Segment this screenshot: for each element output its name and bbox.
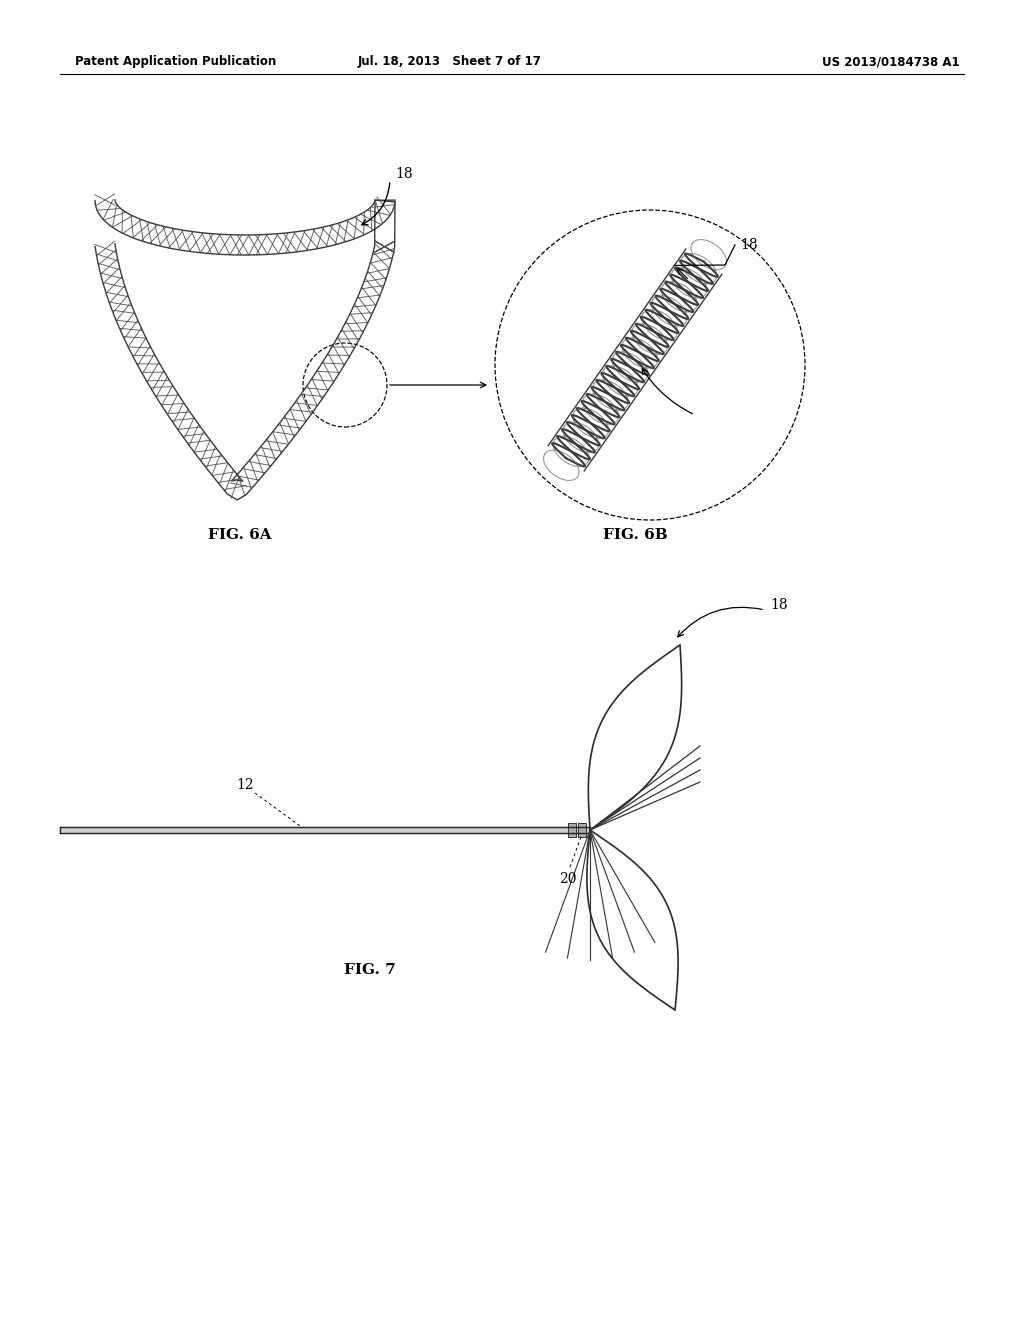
Text: Patent Application Publication: Patent Application Publication [75, 55, 276, 69]
Text: Jul. 18, 2013   Sheet 7 of 17: Jul. 18, 2013 Sheet 7 of 17 [358, 55, 542, 69]
Bar [578, 822, 586, 837]
Text: FIG. 6B: FIG. 6B [603, 528, 668, 543]
Text: 18: 18 [740, 238, 758, 252]
Text: 18: 18 [770, 598, 787, 612]
Text: FIG. 6A: FIG. 6A [208, 528, 271, 543]
Text: 18: 18 [395, 168, 413, 181]
Text: FIG. 7: FIG. 7 [344, 964, 396, 977]
Bar [568, 822, 575, 837]
Text: 12: 12 [237, 777, 254, 792]
Text: 20: 20 [559, 873, 577, 886]
Text: US 2013/0184738 A1: US 2013/0184738 A1 [822, 55, 961, 69]
